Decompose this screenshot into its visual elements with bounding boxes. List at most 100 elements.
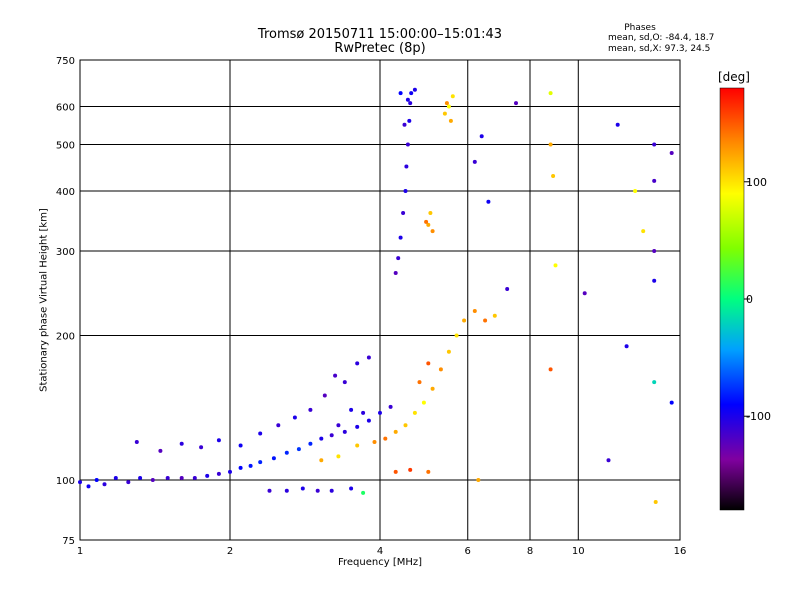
data-point xyxy=(165,476,170,480)
data-point xyxy=(158,448,163,453)
y-tick-label: 75 xyxy=(62,536,75,547)
data-point xyxy=(448,118,453,123)
data-point xyxy=(296,447,301,452)
data-point xyxy=(438,367,443,372)
data-point xyxy=(401,211,406,215)
x-tick-label: 10 xyxy=(572,546,585,557)
x-tick-labels: 1 2 4 6 8 10 16 xyxy=(77,546,687,557)
data-point xyxy=(446,349,451,354)
data-point xyxy=(336,454,341,459)
data-point xyxy=(258,431,263,436)
chart-subtitle: RwPretec (8p) xyxy=(334,41,426,56)
data-point xyxy=(472,309,477,313)
data-point xyxy=(548,142,553,147)
data-point xyxy=(421,400,426,405)
data-point xyxy=(366,418,371,423)
data-point xyxy=(393,469,398,474)
data-point xyxy=(322,393,327,398)
data-point xyxy=(405,97,410,102)
x-tick-label: 8 xyxy=(527,546,533,557)
data-point xyxy=(669,400,674,405)
data-point xyxy=(258,460,263,465)
data-point xyxy=(548,91,553,96)
data-point xyxy=(403,423,408,428)
data-point xyxy=(514,101,518,106)
data-point xyxy=(404,164,409,169)
data-point xyxy=(216,438,221,443)
chart-title: Tromsø 20150711 15:00:00–15:01:43 xyxy=(257,27,503,42)
colorbar-ticks: 100 0 -100 xyxy=(744,176,771,423)
y-tick-label: 500 xyxy=(56,141,75,152)
y-tick-label: 750 xyxy=(56,56,75,67)
data-point xyxy=(355,424,360,429)
data-point xyxy=(442,111,447,116)
data-point xyxy=(398,235,403,240)
data-point xyxy=(409,91,414,96)
data-point xyxy=(94,478,99,482)
data-point xyxy=(606,458,611,463)
data-point xyxy=(383,436,388,441)
data-point xyxy=(402,122,407,127)
data-point xyxy=(329,433,334,438)
data-point xyxy=(228,469,232,474)
data-point xyxy=(426,469,431,474)
x-tick-label: 16 xyxy=(674,546,687,557)
data-point xyxy=(378,410,382,415)
data-point xyxy=(388,404,393,409)
data-point xyxy=(319,436,324,441)
colorbar-tick-label: 0 xyxy=(746,293,753,306)
data-point xyxy=(134,440,139,444)
data-point xyxy=(276,423,281,428)
data-point xyxy=(505,287,510,291)
data-point xyxy=(315,488,320,493)
y-tick-label: 300 xyxy=(56,247,75,258)
data-point xyxy=(150,478,155,482)
data-point xyxy=(653,500,658,504)
data-point xyxy=(126,480,131,485)
data-point xyxy=(271,456,276,461)
data-point xyxy=(292,415,297,420)
data-point xyxy=(300,486,305,491)
data-point xyxy=(248,463,253,468)
data-point xyxy=(78,480,82,485)
data-point xyxy=(408,101,413,106)
colorbar-tick-label: 100 xyxy=(746,176,767,189)
data-point xyxy=(412,87,417,92)
data-point xyxy=(652,249,657,253)
data-point xyxy=(342,380,347,385)
data-point xyxy=(633,189,638,193)
data-point xyxy=(483,318,488,323)
data-point xyxy=(428,211,433,215)
y-tick-label: 100 xyxy=(56,476,75,487)
data-point xyxy=(403,189,408,193)
data-point xyxy=(284,450,289,455)
data-point xyxy=(652,278,657,283)
x-tick-label: 1 xyxy=(77,546,83,557)
data-point xyxy=(179,476,184,480)
data-point xyxy=(308,407,313,412)
data-point xyxy=(355,443,360,448)
data-point xyxy=(615,122,620,127)
data-point xyxy=(430,229,435,234)
data-point xyxy=(486,199,491,204)
data-point xyxy=(472,159,477,164)
colorbar xyxy=(719,87,745,511)
data-point xyxy=(426,222,431,227)
phases-legend-title: Phases xyxy=(624,23,656,33)
data-point xyxy=(430,386,435,391)
data-point xyxy=(349,407,354,412)
data-point xyxy=(652,178,657,183)
x-tick-label: 2 xyxy=(227,546,233,557)
data-point xyxy=(319,458,324,463)
data-point xyxy=(417,380,422,385)
phases-legend-o: mean, sd,O: -84.4, 18.7 xyxy=(608,33,715,43)
data-point xyxy=(199,445,204,450)
data-point xyxy=(652,142,657,147)
data-point xyxy=(454,333,459,338)
colorbar-unit-label: [deg] xyxy=(718,70,750,84)
y-tick-labels: 75 100 200 300 400 500 600 750 xyxy=(56,56,75,547)
data-point xyxy=(372,440,377,444)
data-point xyxy=(284,488,289,493)
data-point xyxy=(450,94,455,99)
